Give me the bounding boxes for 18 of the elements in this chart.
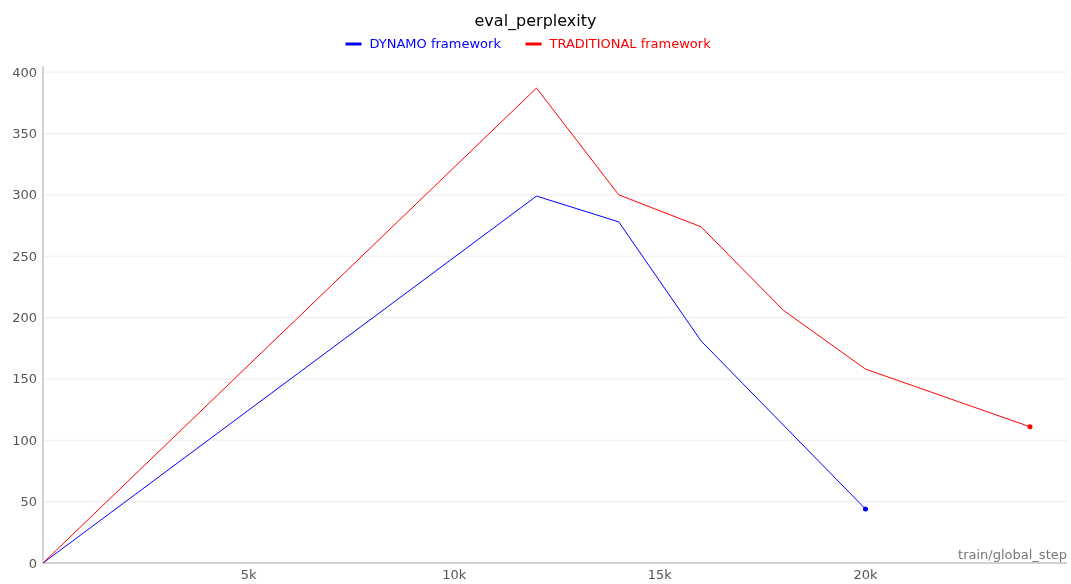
x-axis-title: train/global_step bbox=[958, 547, 1067, 562]
y-tick-label: 100 bbox=[12, 432, 37, 448]
x-tick-label: 20k bbox=[853, 567, 878, 582]
y-tick-label: 150 bbox=[12, 371, 37, 387]
x-tick-label: 5k bbox=[240, 567, 257, 582]
x-tick-label: 15k bbox=[647, 567, 673, 582]
line-series bbox=[42, 195, 866, 564]
x-tick-label: 10k bbox=[442, 567, 467, 582]
y-tick-label: 0 bbox=[28, 555, 37, 571]
legend-label: TRADITIONAL framework bbox=[548, 36, 712, 51]
y-tick-label: 400 bbox=[12, 64, 37, 80]
y-tick-label: 50 bbox=[20, 494, 37, 510]
y-tick-label: 250 bbox=[12, 248, 37, 264]
legend-label: DYNAMO framework bbox=[369, 36, 502, 51]
y-tick-label: 350 bbox=[12, 126, 37, 142]
y-tick-label: 200 bbox=[12, 310, 37, 326]
y-tick-label: 300 bbox=[12, 187, 37, 203]
chart-title: eval_perplexity bbox=[474, 11, 597, 31]
